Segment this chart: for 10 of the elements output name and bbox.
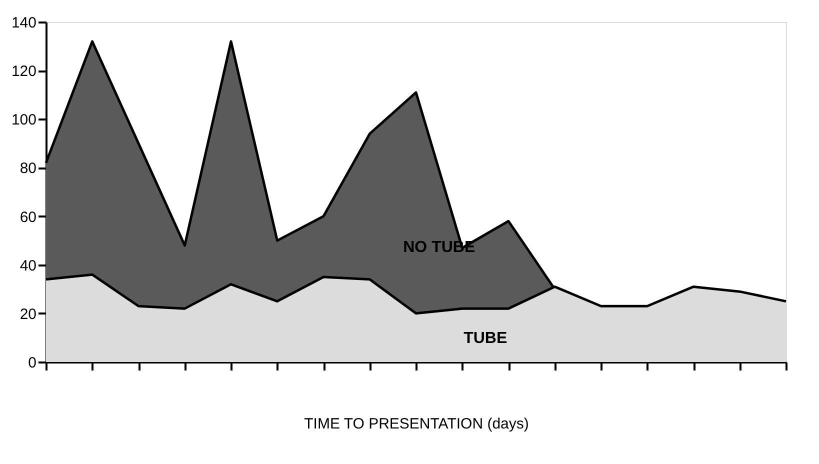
y-tick-label: 40 — [20, 257, 36, 274]
y-tick-label: 100 — [11, 112, 36, 129]
y-tick-label: 140 — [11, 14, 36, 32]
y-tick-label: 0 — [28, 354, 36, 372]
series-label: TUBE — [464, 330, 508, 347]
y-tick-label: 20 — [20, 306, 36, 323]
y-tick-label: 80 — [20, 160, 36, 178]
y-tick-label: 60 — [20, 208, 36, 226]
y-tick-label: 120 — [11, 63, 36, 80]
x-axis-title: TIME TO PRESENTATION (days) — [304, 416, 529, 432]
